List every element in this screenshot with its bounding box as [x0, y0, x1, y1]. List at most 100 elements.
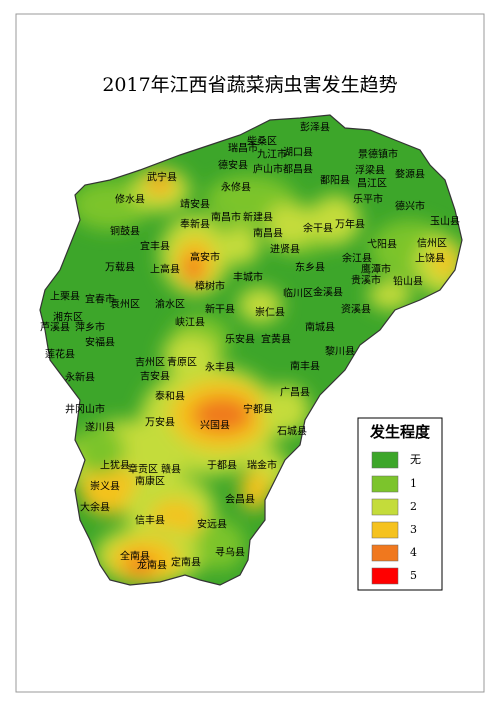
county-label: 鄱阳县 — [320, 174, 350, 187]
county-label: 弋阳县 — [367, 238, 397, 251]
county-label: 吉州区 — [135, 357, 165, 369]
legend-swatch — [371, 544, 399, 562]
severity-area — [151, 177, 165, 189]
legend-label: 2 — [410, 500, 417, 513]
county-label: 新建县 — [243, 211, 273, 224]
county-label: 南城县 — [305, 321, 335, 334]
county-label: 湖口县 — [283, 147, 313, 159]
legend-title: 发生程度 — [369, 423, 431, 441]
county-label: 会昌县 — [225, 493, 255, 506]
county-label: 大余县 — [80, 501, 110, 514]
county-label: 上高县 — [150, 263, 180, 276]
legend-label: 4 — [410, 546, 417, 559]
county-label: 莲花县 — [45, 348, 75, 361]
county-label: 宁都县 — [243, 403, 273, 416]
county-label: 上栗县 — [50, 291, 80, 303]
county-label: 修水县 — [115, 193, 145, 206]
county-label: 婺源县 — [395, 168, 425, 181]
severity-area — [240, 470, 270, 510]
county-label: 安福县 — [85, 336, 115, 349]
county-label: 安远县 — [197, 518, 227, 531]
county-label: 鹰潭市 — [361, 263, 391, 276]
county-label: 广昌县 — [280, 387, 310, 399]
county-label: 奉新县 — [180, 218, 210, 231]
severity-area — [125, 555, 155, 575]
county-label: 湘东区 — [53, 311, 83, 324]
county-label: 寻乌县 — [215, 546, 245, 559]
county-label: 庐山市 — [253, 163, 283, 176]
county-label: 浮梁县 — [355, 164, 385, 177]
county-label: 萍乡市 — [75, 321, 105, 334]
county-label: 昌江区 — [357, 178, 387, 190]
county-label: 宜丰县 — [140, 240, 170, 253]
county-label: 瑞昌市 — [228, 142, 258, 155]
county-label: 金溪县 — [313, 286, 343, 299]
county-label: 宜黄县 — [261, 333, 291, 346]
legend-swatch — [371, 451, 399, 469]
severity-area — [195, 520, 245, 570]
severity-area — [310, 195, 360, 245]
county-label: 九江市 — [257, 148, 287, 161]
county-label: 南康区 — [135, 475, 165, 488]
severity-area — [75, 425, 125, 475]
county-label: 武宁县 — [147, 171, 177, 184]
severity-area — [192, 397, 252, 433]
county-label: 定南县 — [171, 556, 201, 569]
county-label: 赣县 — [161, 463, 181, 476]
legend-swatch — [371, 567, 399, 585]
legend: 发生程度 无 1 2 3 4 5 — [357, 417, 443, 591]
legend-label: 无 — [410, 453, 421, 466]
county-label: 瑞金市 — [247, 459, 277, 472]
county-label: 万载县 — [105, 262, 135, 274]
severity-area — [260, 385, 310, 435]
county-label: 靖安县 — [180, 198, 210, 211]
county-label: 崇义县 — [90, 481, 120, 493]
county-label: 南昌市 — [211, 211, 241, 224]
county-label: 南丰县 — [290, 360, 320, 373]
county-label: 万安县 — [145, 416, 175, 429]
county-label: 吉安县 — [140, 370, 170, 383]
county-label: 芦溪县 — [40, 322, 70, 334]
legend-box — [357, 417, 443, 591]
county-label: 上犹县 — [100, 460, 130, 472]
severity-area — [70, 180, 150, 230]
county-label: 都昌县 — [283, 164, 313, 176]
severity-area — [220, 225, 260, 265]
county-label: 崇仁县 — [255, 307, 285, 319]
county-label: 乐安县 — [225, 333, 255, 346]
county-label: 兴国县 — [200, 420, 230, 432]
county-label: 高安市 — [190, 251, 220, 264]
county-label: 全南县 — [120, 550, 150, 563]
county-label: 信州区 — [417, 238, 447, 250]
severity-area — [265, 203, 315, 247]
severity-area — [80, 465, 140, 515]
county-label: 乐平市 — [353, 193, 383, 206]
county-label: 景德镇市 — [358, 148, 398, 161]
county-label: 宜春市 — [85, 293, 115, 306]
county-label: 临川区 — [283, 287, 313, 300]
county-label: 进贤县 — [270, 244, 300, 256]
county-label: 东乡县 — [295, 261, 325, 274]
legend-swatch — [371, 498, 399, 516]
county-label: 余干县 — [303, 222, 333, 235]
county-label: 彭泽县 — [300, 121, 330, 134]
county-label: 青原区 — [167, 356, 197, 369]
county-label: 永新县 — [65, 371, 95, 384]
county-label: 柴桑区 — [247, 135, 277, 148]
county-label: 信丰县 — [135, 514, 165, 527]
county-label: 永修县 — [221, 181, 251, 194]
county-label: 德兴市 — [395, 200, 425, 213]
county-label: 石城县 — [277, 426, 307, 438]
legend-label: 1 — [410, 477, 417, 490]
county-label: 章贡区 — [128, 463, 158, 476]
page-frame — [15, 13, 485, 693]
county-label: 南昌县 — [253, 227, 283, 240]
county-label: 樟树市 — [195, 280, 225, 293]
county-label: 遂川县 — [85, 421, 115, 434]
county-label: 铅山县 — [393, 275, 423, 288]
county-label: 丰城市 — [233, 271, 263, 284]
county-label: 永丰县 — [205, 361, 235, 374]
county-label: 万年县 — [335, 218, 365, 231]
